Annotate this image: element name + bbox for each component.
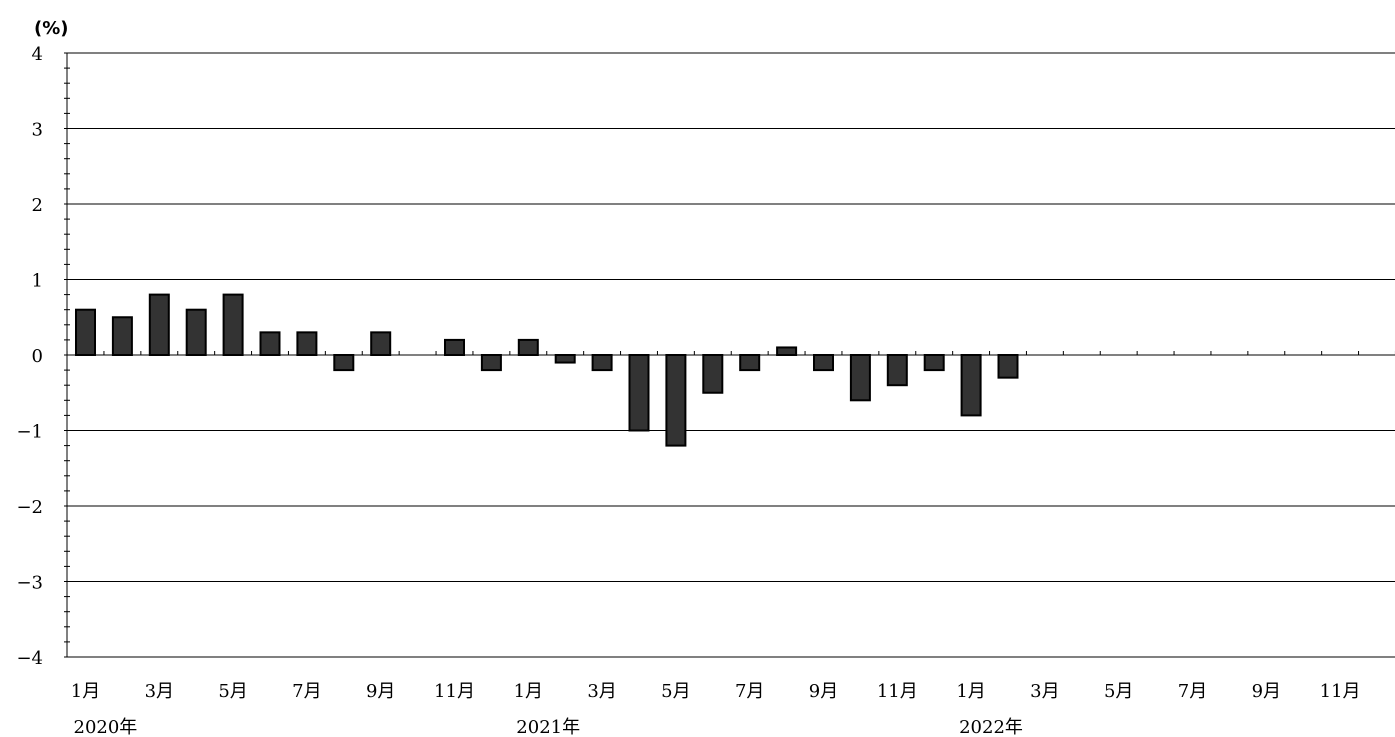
bars (75, 293, 1019, 447)
x-tick-label: 11月 (877, 681, 918, 702)
y-tick-label: 2 (32, 195, 43, 216)
grid-lines (67, 52, 1395, 582)
y-tick-label: −3 (16, 573, 43, 594)
x-tick-label: 7月 (735, 681, 764, 702)
bar-2022-02 (997, 354, 1019, 379)
x-tick-label: 9月 (809, 681, 838, 702)
y-tick-label: −4 (16, 648, 43, 669)
x-tick-label: 7月 (292, 681, 321, 702)
bar-2020-08 (333, 354, 355, 372)
bar-2021-09 (813, 354, 834, 372)
y-tick-label: 3 (32, 120, 43, 141)
bar-2021-04 (628, 354, 650, 432)
bar-2020-02 (111, 316, 133, 356)
bar-2020-04 (185, 308, 207, 357)
x-tick-label: 7月 (1178, 681, 1207, 702)
y-tick-labels: 4 3 2 1 0 −1 −2 −3 −4 (16, 44, 43, 669)
bar-2021-05 (665, 354, 687, 447)
bar-2020-12 (480, 354, 502, 372)
bar-2021-03 (591, 354, 613, 372)
y-tick-label: −2 (16, 497, 43, 518)
bar-2020-07 (296, 331, 318, 357)
bar-2021-02 (554, 354, 576, 364)
x-tick-labels: 1月 3月 5月 7月 9月 11月 1月 3月 5月 7月 9月 11月 1月 3月 5月 7月 9月 11月 (71, 681, 1361, 702)
bar-2020-06 (259, 331, 281, 357)
x-tick-label: 5月 (1104, 681, 1133, 702)
bar-2021-07 (739, 354, 761, 372)
bar-2021-12 (923, 354, 945, 372)
y-tick-label: 0 (32, 346, 43, 367)
x-tick-label: 9月 (366, 681, 395, 702)
x-tick-label: 3月 (587, 681, 616, 702)
x-tick-label: 5月 (218, 681, 247, 702)
axes (64, 52, 1395, 658)
x-tick-label: 11月 (1320, 681, 1361, 702)
bar-2020-03 (148, 293, 170, 357)
year-label: 2020年 (74, 717, 138, 737)
y-tick-label: 4 (32, 44, 43, 65)
x-tick-label: 1月 (71, 681, 100, 702)
bar-2021-11 (886, 354, 908, 387)
bar-2020-09 (370, 331, 392, 357)
y-tick-label: 1 (32, 271, 43, 292)
year-label: 2021年 (516, 717, 580, 737)
bar-2021-06 (702, 354, 724, 394)
bar-2021-10 (849, 354, 871, 402)
year-labels: 2020年 2021年 2022年 (74, 717, 1023, 737)
bar-2020-11 (444, 338, 465, 356)
bar-2022-01 (960, 354, 982, 417)
year-label: 2022年 (959, 717, 1023, 737)
x-tick-label: 3月 (1030, 681, 1059, 702)
bar-2021-08 (776, 346, 798, 357)
x-tick-label: 1月 (956, 681, 985, 702)
x-tick-label: 5月 (661, 681, 690, 702)
x-tick-label: 11月 (434, 681, 475, 702)
bar-2020-05 (222, 293, 244, 357)
x-tick-label: 3月 (145, 681, 174, 702)
y-axis-unit-label: (%) (34, 18, 69, 39)
bar-2020-01 (75, 308, 96, 357)
x-tick-label: 1月 (514, 681, 543, 702)
x-tick-label: 9月 (1252, 681, 1281, 702)
y-tick-label: −1 (16, 422, 43, 443)
bar-2021-01 (517, 338, 539, 356)
